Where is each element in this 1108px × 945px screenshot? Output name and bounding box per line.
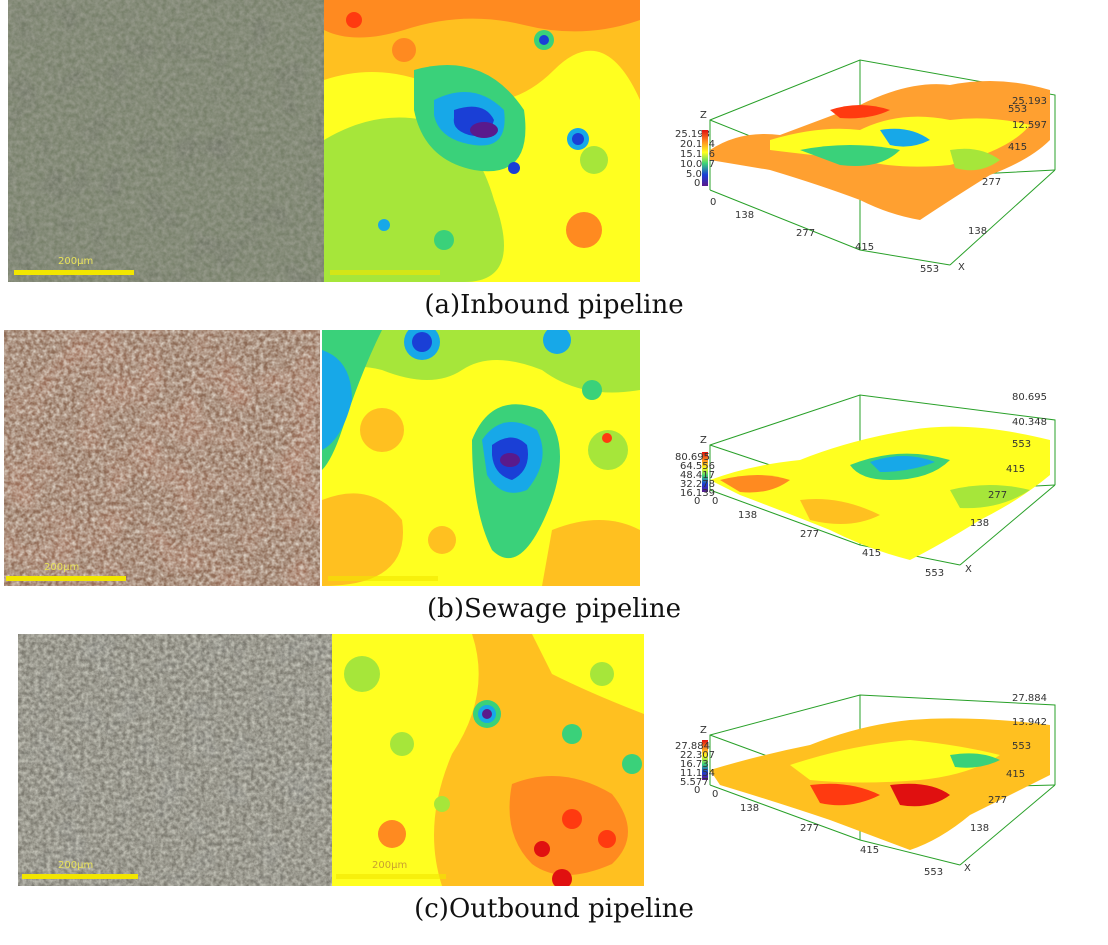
scale-bar	[328, 576, 438, 581]
scale-bar	[14, 270, 134, 275]
axis-x-label: X	[958, 262, 965, 273]
panel-a: 200μm	[0, 0, 1108, 330]
axis-x-label: X	[965, 564, 972, 575]
scale-bar	[330, 270, 440, 275]
surface-plot-c: Z 27.884 22.307 16.73 11.154 5.577 0 0 1…	[675, 693, 1056, 878]
x-tick: 138	[735, 210, 754, 221]
z-tick: 0	[694, 785, 700, 796]
y-tick: 138	[970, 518, 989, 529]
x-tick: 553	[924, 867, 943, 878]
x-tick: 138	[740, 803, 759, 814]
micrograph-a: 200μm	[8, 0, 324, 282]
caption-b: (b)Sewage pipeline	[427, 594, 681, 624]
y-ticks: 553 415 277 138 25.193 12.597	[968, 96, 1047, 237]
scale-label: 200μm	[58, 860, 94, 871]
x-tick: 0	[712, 789, 718, 800]
z-tick: 16.139	[680, 488, 715, 499]
z-tick: 10.077	[680, 159, 715, 170]
legend-ticks: 25.193 20.154 15.116 10.077 5.0 0	[675, 129, 715, 189]
z-tick: 20.154	[680, 139, 715, 150]
color-legend	[702, 740, 708, 780]
caption-c: (c)Outbound pipeline	[414, 894, 694, 924]
y-tick: 553	[1008, 104, 1027, 115]
z-top: 25.193	[1012, 96, 1047, 107]
x-tick: 553	[925, 568, 944, 579]
z-tick: 64.556	[680, 461, 715, 472]
scale-bar	[336, 874, 446, 879]
contour-map-a	[324, 0, 640, 282]
y-tick: 138	[970, 823, 989, 834]
surface-plot-b: Z 80.695 64.556 48.417 32.278 16.139 0 0…	[675, 392, 1056, 579]
z-tick: 25.193	[675, 129, 710, 140]
y-tick: 553	[1012, 741, 1031, 752]
panel-b: 200μm	[0, 330, 1108, 630]
legend-ticks: 80.695 64.556 48.417 32.278 16.139 0	[675, 452, 715, 507]
z-tick: 15.116	[680, 149, 715, 160]
z-tick: 48.417	[680, 470, 715, 481]
scale-label: 200μm	[44, 562, 80, 573]
axis-x-label: X	[964, 863, 971, 874]
z-tick: 16.73	[680, 759, 709, 770]
color-legend	[702, 452, 708, 492]
contour-map-b	[322, 330, 640, 586]
x-tick: 415	[855, 242, 874, 253]
axis-z-label: Z	[700, 435, 707, 446]
z-tick: 27.884	[675, 741, 710, 752]
y-tick: 138	[968, 226, 987, 237]
y-tick: 277	[988, 795, 1007, 806]
color-legend	[702, 130, 708, 186]
caption-a: (a)Inbound pipeline	[424, 290, 684, 320]
x-tick: 138	[738, 510, 757, 521]
y-tick: 277	[982, 177, 1001, 188]
y-ticks: 80.695 40.348 553 415 277 138	[970, 392, 1047, 529]
z-tick: 11.154	[680, 768, 715, 779]
contour-map-c: 200μm	[332, 634, 644, 886]
x-tick: 415	[860, 845, 879, 856]
x-tick: 0	[712, 496, 718, 507]
axis-z-label: Z	[700, 110, 707, 121]
legend-ticks: 27.884 22.307 16.73 11.154 5.577 0	[675, 741, 715, 796]
x-tick: 277	[800, 823, 819, 834]
z-tick: 80.695	[675, 452, 710, 463]
x-tick: 0	[710, 197, 716, 208]
x-tick: 415	[862, 548, 881, 559]
x-ticks: 0 138 277 415 553 X	[712, 789, 971, 878]
z-mid: 40.348	[1012, 417, 1047, 428]
y-ticks: 27.884 13.942 553 415 277 138	[970, 693, 1047, 834]
z-tick: 22.307	[680, 750, 715, 761]
z-top: 80.695	[1012, 392, 1047, 403]
z-tick: 0	[694, 178, 700, 189]
z-tick: 5.577	[680, 777, 709, 788]
y-tick: 277	[988, 490, 1007, 501]
panel-c: 200μm 200μm	[0, 630, 1108, 939]
scale-bar	[22, 874, 138, 879]
scale-label: 200μm	[58, 256, 94, 267]
z-tick: 5.0	[686, 169, 702, 180]
x-tick: 277	[796, 228, 815, 239]
x-ticks: 0 138 277 415 553 X	[710, 197, 965, 275]
y-tick: 415	[1006, 464, 1025, 475]
z-mid: 12.597	[1012, 120, 1047, 131]
y-tick: 415	[1006, 769, 1025, 780]
micrograph-b: 200μm	[4, 330, 320, 586]
x-ticks: 0 138 277 415 553 X	[712, 496, 972, 579]
x-tick: 553	[920, 264, 939, 275]
surface-mesh	[710, 718, 1050, 850]
y-tick: 415	[1008, 142, 1027, 153]
x-tick: 277	[800, 529, 819, 540]
micrograph-c: 200μm	[18, 634, 332, 886]
surface-mesh	[710, 426, 1050, 560]
z-top: 27.884	[1012, 693, 1047, 704]
scale-bar	[6, 576, 126, 581]
y-tick: 553	[1012, 439, 1031, 450]
z-tick: 0	[694, 496, 700, 507]
z-mid: 13.942	[1012, 717, 1047, 728]
z-tick: 32.278	[680, 479, 715, 490]
axis-z-label: Z	[700, 725, 707, 736]
scale-label: 200μm	[372, 860, 408, 871]
surface-plot-a: Z 25.193 20.154 15.116 10.077 5.0 0 0 13…	[675, 59, 1056, 275]
